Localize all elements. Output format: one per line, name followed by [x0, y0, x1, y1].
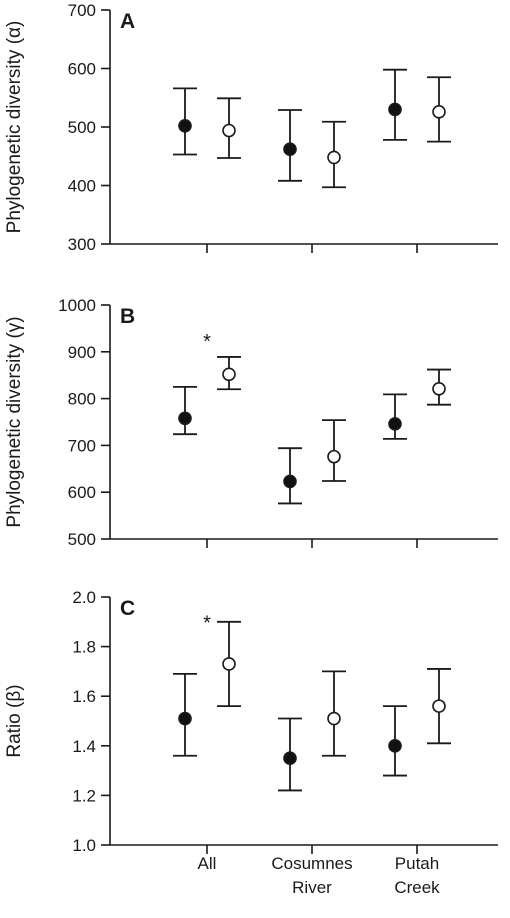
y-tick-label: 600	[68, 60, 96, 79]
y-tick-label: 800	[68, 390, 96, 409]
y-tick-label: 1000	[58, 296, 96, 315]
y-tick-label: 500	[68, 118, 96, 137]
data-point-open	[432, 104, 446, 119]
y-tick-label: 900	[68, 343, 96, 362]
category-label: Putah Creek	[394, 854, 440, 897]
series-filled	[173, 68, 407, 182]
y-tick-label: 300	[68, 235, 96, 254]
data-point-open	[222, 657, 236, 671]
panels: 300 400 500 600 700 A Phylogenetic diversity (…	[4, 1, 498, 855]
panel-a: 300 400 500 600 700 A Phylogenetic diversity (…	[4, 1, 498, 254]
series-open	[217, 76, 451, 189]
data-point-filled	[388, 738, 402, 753]
category-label: Cosumnes River	[271, 854, 352, 897]
data-point-filled	[178, 119, 192, 133]
category-label: All	[198, 854, 217, 873]
data-point-filled	[283, 751, 297, 766]
y-tick-label: 1.2	[72, 786, 96, 805]
y-tick-label: 400	[68, 177, 96, 196]
data-point-filled	[388, 417, 402, 431]
panel-label: C	[120, 597, 135, 620]
category-label-line: Creek	[394, 878, 440, 897]
y-tick-label: 600	[68, 483, 96, 502]
y-tick-label: 1.8	[72, 638, 96, 657]
y-axis-label: Ratio (β)	[4, 684, 25, 757]
y-axis-label: Phylogenetic diversity (γ)	[4, 316, 25, 527]
series-open	[217, 356, 451, 482]
data-point-open	[327, 150, 341, 165]
data-point-open	[432, 699, 446, 713]
data-point-open	[222, 367, 236, 382]
panel-label: B	[120, 305, 135, 328]
category-label-line: Putah	[395, 854, 439, 873]
x-axis-category-labels: All Cosumnes River Putah Creek	[198, 854, 441, 897]
error-bar	[173, 385, 197, 436]
significance-star: *	[203, 612, 211, 634]
data-point-filled	[283, 142, 297, 157]
category-label-line: River	[292, 878, 332, 897]
data-point-open	[432, 381, 446, 396]
series-filled	[173, 385, 407, 505]
category-label-line: Cosumnes	[271, 854, 352, 873]
series-open	[217, 620, 451, 757]
y-tick-label: 700	[68, 436, 96, 455]
y-tick-label: 500	[68, 530, 96, 549]
data-point-open	[327, 449, 341, 464]
category-label-line: All	[198, 854, 217, 873]
y-axis-label: Phylogenetic diversity (α)	[4, 21, 25, 234]
panel-c: 1.0 1.2 1.4 1.6 1.8 2.0 C Ratio (β) *	[4, 588, 498, 855]
data-point-open	[222, 123, 236, 138]
y-tick-label: 1.6	[72, 687, 96, 706]
y-tick-label: 1.0	[72, 836, 96, 855]
y-tick-label: 1.4	[72, 737, 96, 756]
series-filled	[173, 672, 407, 792]
data-point-filled	[388, 102, 402, 117]
panel-b: 500 600 700 800 900 1000 B Phylogenetic diversi…	[4, 296, 498, 549]
panel-label: A	[120, 10, 135, 33]
error-bar	[383, 393, 407, 440]
data-point-filled	[178, 411, 192, 426]
significance-star: *	[203, 331, 211, 353]
y-tick-label: 700	[68, 1, 96, 20]
y-tick-label: 2.0	[72, 588, 96, 607]
data-point-open	[327, 711, 341, 726]
data-point-filled	[283, 474, 297, 489]
data-point-filled	[178, 711, 192, 726]
